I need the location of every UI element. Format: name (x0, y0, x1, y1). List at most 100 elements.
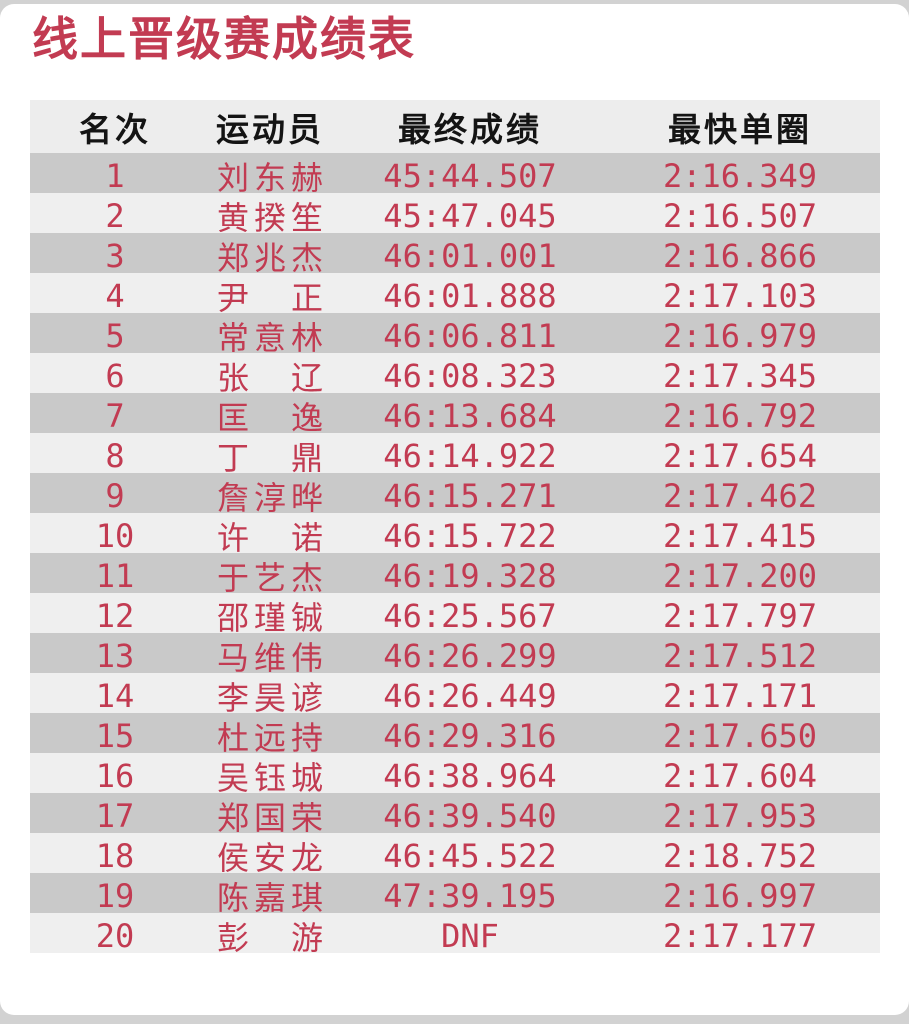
header-athlete: 运动员 (216, 110, 324, 148)
table-row: 4 尹正 46:01.888 2:17.103 (30, 273, 880, 316)
cell-fastest-lap: 2:17.103 (662, 277, 818, 315)
table-row: 3 郑兆杰 46:01.001 2:16.866 (30, 233, 880, 276)
cell-rank: 10 (95, 517, 135, 555)
cell-athlete: 刘东赫 (200, 153, 340, 199)
cell-fastest-lap: 2:17.415 (662, 517, 818, 555)
cell-final-time: 46:15.722 (383, 517, 557, 555)
cell-final-time: 46:14.922 (383, 437, 557, 475)
cell-rank: 12 (95, 597, 135, 635)
table-row: 5 常意林 46:06.811 2:16.979 (30, 313, 880, 356)
cell-rank: 17 (95, 797, 135, 835)
cell-final-time: 46:26.299 (383, 637, 557, 675)
cell-rank: 14 (95, 677, 135, 715)
cell-fastest-lap: 2:17.171 (662, 677, 818, 715)
athlete-name: 于艺杰 (217, 560, 323, 596)
athlete-name: 詹淳晔 (217, 480, 323, 516)
table-row: 9 詹淳晔 46:15.271 2:17.462 (30, 473, 880, 516)
table-body: 1 刘东赫 45:44.507 2:16.349 2 黄揆笙 45:47.045… (30, 153, 880, 956)
cell-fastest-lap: 2:17.654 (662, 437, 818, 475)
cell-fastest-lap: 2:16.507 (662, 197, 818, 235)
table-row: 19 陈嘉琪 47:39.195 2:16.997 (30, 873, 880, 916)
cell-fastest-lap: 2:17.345 (662, 357, 818, 395)
table-row: 16 吴钰城 46:38.964 2:17.604 (30, 753, 880, 796)
cell-final-time: 46:01.888 (383, 277, 557, 315)
cell-athlete: 侯安龙 (200, 833, 340, 879)
cell-rank: 3 (105, 237, 125, 275)
cell-final-time: 46:39.540 (383, 797, 557, 835)
cell-athlete: 詹淳晔 (200, 473, 340, 519)
header-rank: 名次 (79, 110, 151, 148)
athlete-name: 彭游 (217, 920, 323, 956)
cell-fastest-lap: 2:17.797 (662, 597, 818, 635)
cell-fastest-lap: 2:16.792 (662, 397, 818, 435)
cell-athlete: 张辽 (200, 353, 340, 399)
results-card: 线上晋级赛成绩表 名次 运动员 最终成绩 最快单圈 1 刘东赫 45:44.50… (0, 4, 909, 1015)
table-row: 12 邵瑾铖 46:25.567 2:17.797 (30, 593, 880, 636)
table-row: 8 丁鼎 46:14.922 2:17.654 (30, 433, 880, 476)
cell-rank: 18 (95, 837, 135, 875)
cell-athlete: 杜远持 (200, 713, 340, 759)
athlete-name: 张辽 (217, 360, 323, 396)
cell-fastest-lap: 2:17.650 (662, 717, 818, 755)
table-row: 17 郑国荣 46:39.540 2:17.953 (30, 793, 880, 836)
cell-rank: 2 (105, 197, 125, 235)
cell-final-time: 46:13.684 (383, 397, 557, 435)
athlete-name: 刘东赫 (217, 160, 323, 196)
cell-fastest-lap: 2:17.177 (662, 917, 818, 955)
athlete-name: 尹正 (217, 280, 323, 316)
cell-fastest-lap: 2:17.953 (662, 797, 818, 835)
athlete-name: 杜远持 (217, 720, 323, 756)
cell-rank: 9 (105, 477, 125, 515)
athlete-name: 李昊谚 (217, 680, 323, 716)
cell-final-time: 46:45.522 (383, 837, 557, 875)
cell-athlete: 彭游 (200, 913, 340, 959)
cell-fastest-lap: 2:16.349 (662, 157, 818, 195)
cell-final-time: 46:25.567 (383, 597, 557, 635)
table-row: 20 彭游 DNF 2:17.177 (30, 913, 880, 956)
cell-fastest-lap: 2:17.200 (662, 557, 818, 595)
cell-athlete: 常意林 (200, 313, 340, 359)
cell-athlete: 陈嘉琪 (200, 873, 340, 919)
athlete-name: 陈嘉琪 (217, 880, 323, 916)
table-header-row: 名次 运动员 最终成绩 最快单圈 (30, 100, 880, 153)
cell-final-time: 46:15.271 (383, 477, 557, 515)
athlete-name: 侯安龙 (217, 840, 323, 876)
athlete-name: 丁鼎 (217, 440, 323, 476)
athlete-name: 郑兆杰 (217, 240, 323, 276)
cell-athlete: 李昊谚 (200, 673, 340, 719)
table-row: 6 张辽 46:08.323 2:17.345 (30, 353, 880, 396)
athlete-name: 许诺 (217, 520, 323, 556)
cell-fastest-lap: 2:17.462 (662, 477, 818, 515)
cell-athlete: 马维伟 (200, 633, 340, 679)
cell-athlete: 郑兆杰 (200, 233, 340, 279)
table-row: 10 许诺 46:15.722 2:17.415 (30, 513, 880, 556)
cell-athlete: 郑国荣 (200, 793, 340, 839)
cell-final-time: 46:38.964 (383, 757, 557, 795)
cell-final-time: 47:39.195 (383, 877, 557, 915)
cell-athlete: 丁鼎 (200, 433, 340, 479)
cell-fastest-lap: 2:17.604 (662, 757, 818, 795)
cell-rank: 19 (95, 877, 135, 915)
cell-fastest-lap: 2:16.997 (662, 877, 818, 915)
cell-rank: 8 (105, 437, 125, 475)
cell-final-time: 46:06.811 (383, 317, 557, 355)
header-fastest-lap: 最快单圈 (668, 110, 812, 148)
cell-fastest-lap: 2:17.512 (662, 637, 818, 675)
cell-athlete: 黄揆笙 (200, 193, 340, 239)
cell-rank: 20 (95, 917, 135, 955)
cell-final-time: 46:01.001 (383, 237, 557, 275)
athlete-name: 黄揆笙 (217, 200, 323, 236)
cell-rank: 1 (105, 157, 125, 195)
cell-final-time: 46:29.316 (383, 717, 557, 755)
results-table: 名次 运动员 最终成绩 最快单圈 1 刘东赫 45:44.507 2:16.34… (30, 100, 880, 956)
table-row: 18 侯安龙 46:45.522 2:18.752 (30, 833, 880, 876)
cell-athlete: 邵瑾铖 (200, 593, 340, 639)
athlete-name: 匡逸 (217, 400, 323, 436)
athlete-name: 郑国荣 (217, 800, 323, 836)
cell-rank: 15 (95, 717, 135, 755)
cell-rank: 5 (105, 317, 125, 355)
cell-rank: 4 (105, 277, 125, 315)
cell-final-time: 45:44.507 (383, 157, 557, 195)
cell-fastest-lap: 2:16.979 (662, 317, 818, 355)
